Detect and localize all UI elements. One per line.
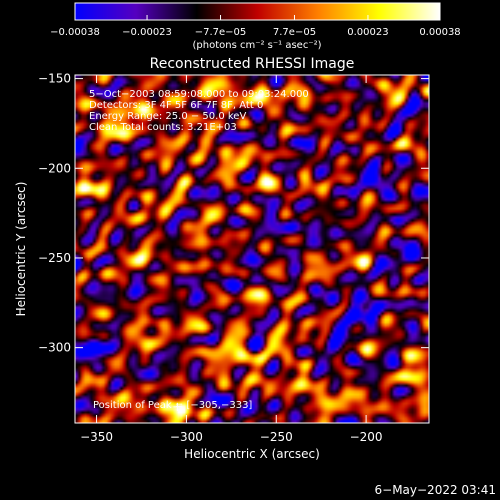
x-axis-label: Heliocentric X (arcsec) [184,447,320,461]
colorbar-units: (photons cm⁻² s⁻¹ asec⁻²) [192,40,321,51]
y-tick-label: −150 [38,72,71,86]
y-tick-label: −300 [38,341,71,355]
footer-date: 6−May−2022 03:41 [375,483,497,497]
colorbar-tick-label: 0.00038 [419,27,460,38]
annotation-clean: Clean Total counts: 3.21E+03 [89,122,237,133]
peak-marker [173,402,182,411]
x-tick-label: −250 [260,430,293,444]
y-tick-label: −250 [38,251,71,265]
annotation-time: 5−Oct−2003 08:59:08.000 to 09:03:24.000 [89,89,309,100]
chart-title: Reconstructed RHESSI Image [150,56,355,72]
colorbar-tick-label: −0.00023 [122,27,172,38]
x-axis-ticks [96,75,367,423]
heatmap-image [75,75,429,423]
plot-frame [74,74,430,424]
peak-cross [173,402,182,411]
y-axis-label: Heliocentric Y (arcsec) [14,182,28,317]
colorbar-tick-labels: −0.00038 −0.00023 −7.7e−05 7.7e−05 0.00023 0.… [50,27,461,38]
x-tick-label: −200 [350,430,383,444]
y-axis-ticks [75,78,429,349]
x-tick-label: −300 [170,430,203,444]
x-tick-label: −350 [80,430,113,444]
y-axis-tick-labels: −300 −250 −200 −150 [38,72,71,355]
y-tick-label: −200 [38,161,71,175]
colorbar [75,3,440,20]
annotation-detectors: Detectors: 3F 4F 5F 6F 7F 8F, Att 0 [89,100,263,111]
colorbar-tick-label: 0.00023 [347,27,388,38]
x-axis-tick-labels: −350 −300 −250 −200 [80,430,383,444]
annotation-energy: Energy Range: 25.0 − 50.0 keV [89,111,246,122]
colorbar-tick-label: −7.7e−05 [195,27,247,38]
colorbar-ticks [74,15,441,20]
annotation-peak: Position of Peak = [−305,−333] [93,400,252,411]
colorbar-tick-label: −0.00038 [50,27,100,38]
colorbar-frame [74,2,441,21]
colorbar-tick-label: 7.7e−05 [273,27,316,38]
